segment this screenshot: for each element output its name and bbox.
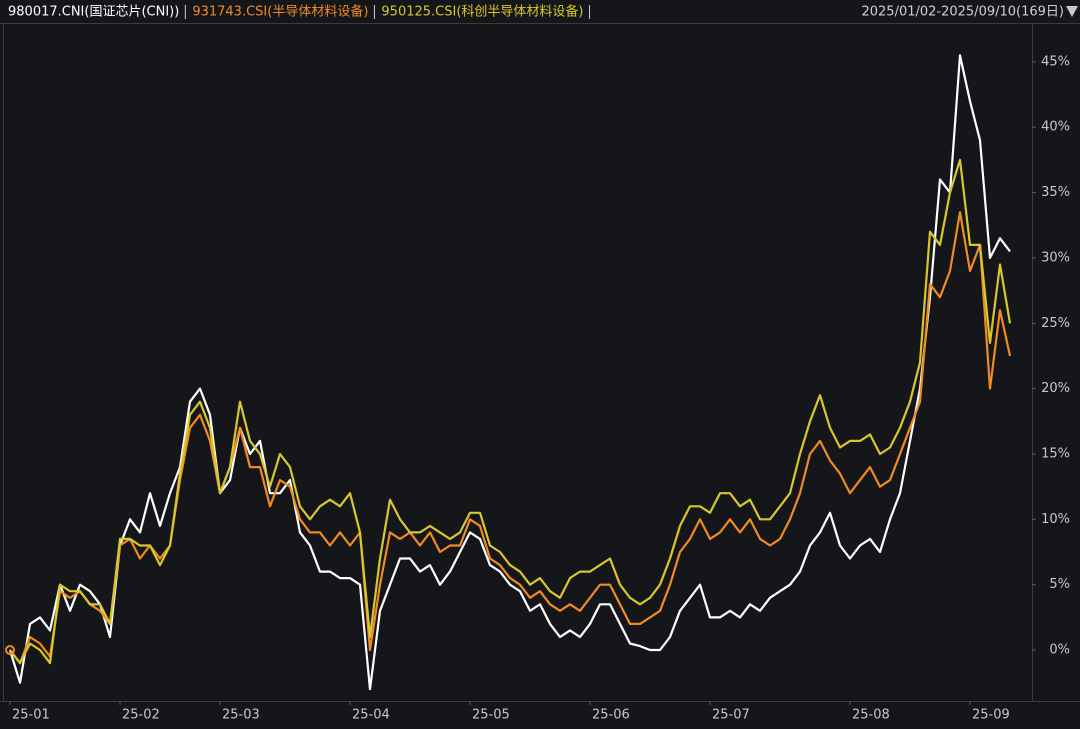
x-tick-label: 25-03 xyxy=(222,708,260,723)
legend-entry: 980017.CNI(国证芯片(CNI)) xyxy=(8,5,179,20)
y-tick-label: 5% xyxy=(1049,577,1070,592)
x-tick-label: 25-08 xyxy=(852,708,890,723)
y-tick-label: 35% xyxy=(1041,185,1070,200)
y-tick-label: 15% xyxy=(1041,446,1070,461)
start-marker xyxy=(5,645,15,656)
x-tick-label: 25-09 xyxy=(972,708,1010,723)
legend: 980017.CNI(国证芯片(CNI)) 931743.CSI(半导体材料设备)… xyxy=(8,4,590,20)
x-tick-label: 25-05 xyxy=(472,708,510,723)
x-tick-label: 25-04 xyxy=(352,708,390,723)
x-tick-label: 25-02 xyxy=(122,708,160,723)
series-line xyxy=(9,158,1012,665)
y-tick-label: 10% xyxy=(1041,512,1070,527)
y-tick-label: 40% xyxy=(1041,120,1070,135)
y-tick-label: 25% xyxy=(1041,316,1070,331)
x-tick-label: 25-01 xyxy=(12,708,50,723)
x-tick-label: 25-07 xyxy=(712,708,750,723)
legend-entry: 931743.CSI(半导体材料设备) xyxy=(192,4,368,20)
y-tick-label: 20% xyxy=(1041,381,1070,396)
x-tick-label: 25-06 xyxy=(592,708,630,723)
legend-entry: 950125.CSI(科创半导体材料设备) xyxy=(381,4,583,20)
y-tick-label: 30% xyxy=(1041,250,1070,265)
y-tick-label: 0% xyxy=(1049,643,1070,658)
dropdown-arrow[interactable] xyxy=(1066,6,1078,17)
y-tick-label: 45% xyxy=(1041,54,1070,69)
date-range: 2025/01/02-2025/09/10(169日) xyxy=(861,5,1064,20)
series-line xyxy=(8,54,1011,691)
